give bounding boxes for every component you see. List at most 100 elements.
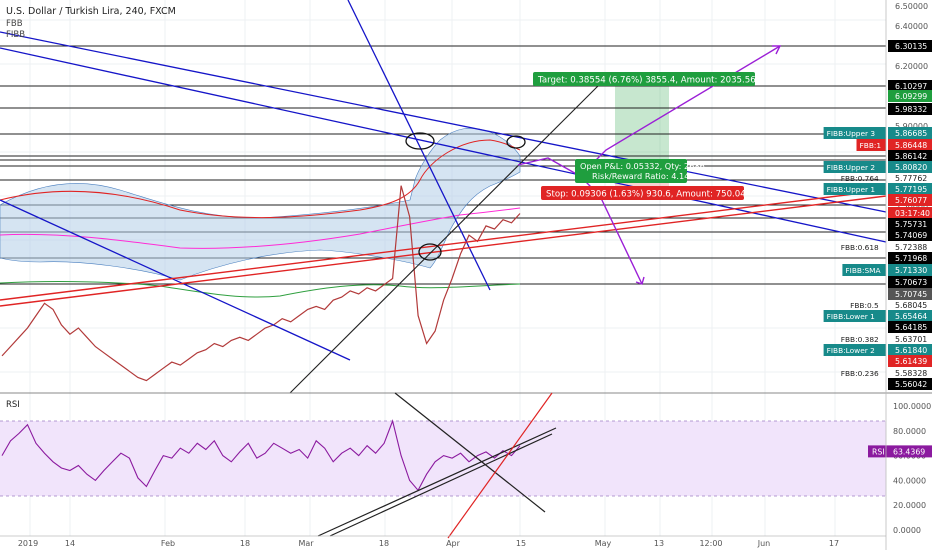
rsi-band-fill xyxy=(0,421,886,496)
rsi-tick-label: 100.0000 xyxy=(893,402,931,411)
time-tick-label: May xyxy=(595,539,612,548)
symbol-title[interactable]: U.S. Dollar / Turkish Lira, 240, FXCM xyxy=(6,6,176,17)
time-tick-label: Mar xyxy=(298,539,314,548)
price-badge[interactable]: 5.77762 FBB:0.764 xyxy=(841,174,928,183)
rsi-tick-label: 0.0000 xyxy=(893,526,921,535)
price-badge-value: 03:17:40 xyxy=(895,209,930,218)
time-tick-label: 15 xyxy=(516,539,526,548)
price-badge-value: 5.77195 xyxy=(895,185,927,194)
open-pl-label: Open P&L: 0.05332, Qty: 2686 xyxy=(580,161,705,171)
risk-reward-label: Risk/Reward Ratio: 4.14 xyxy=(592,171,689,181)
target-zone xyxy=(615,86,669,160)
price-badge[interactable]: 5.65464 FIBB:Lower 1 xyxy=(824,310,932,322)
price-badge-value: 5.61439 xyxy=(895,357,927,366)
price-badge-value: 5.61840 xyxy=(895,346,927,355)
price-badge[interactable]: 5.75731 xyxy=(888,218,932,230)
price-badge[interactable]: 5.58328 FBB:0.236 xyxy=(841,369,928,378)
time-tick-label: 2019 xyxy=(18,539,38,548)
target-label-group[interactable]: Target: 0.38554 (6.76%) 3855.4, Amount: … xyxy=(533,72,756,86)
price-badge-label: FBB:0.5 xyxy=(850,301,879,310)
rsi-tick-label: 40.0000 xyxy=(893,476,926,485)
price-badge[interactable]: 03:17:40 xyxy=(888,207,932,219)
price-badge[interactable]: 5.63701 FBB:0.382 xyxy=(841,335,928,344)
price-badge-value: 5.76077 xyxy=(895,196,927,205)
price-badge[interactable]: 5.74069 xyxy=(888,229,932,241)
price-badge[interactable]: 5.70745 xyxy=(888,288,932,300)
indicator-fibb-label[interactable]: FIBB xyxy=(6,30,25,40)
rsi-tick-label: 20.0000 xyxy=(893,501,926,510)
price-badge-value: 5.71330 xyxy=(895,266,927,275)
rsi-badge[interactable]: RSI 63.4369 xyxy=(868,445,932,457)
price-badge-value: 5.80820 xyxy=(895,163,927,172)
time-tick-label: 14 xyxy=(65,539,75,548)
price-badge-value: 5.77762 xyxy=(895,174,927,183)
price-badge[interactable]: 5.80820 FIBB:Upper 2 xyxy=(824,161,932,173)
price-badge-value: 5.86448 xyxy=(895,141,927,150)
price-badge[interactable]: 6.30135 xyxy=(888,40,932,52)
price-badge-value: 5.71968 xyxy=(895,254,927,263)
price-badge-value: 6.09299 xyxy=(895,92,927,101)
price-badge-label: FIBB:SMA xyxy=(845,266,880,275)
time-tick-label: 18 xyxy=(379,539,389,548)
open-pl-label-group[interactable]: Open P&L: 0.05332, Qty: 2686 Risk/Reward… xyxy=(575,159,705,183)
price-badge[interactable]: 5.56042 xyxy=(888,378,932,390)
target-label: Target: 0.38554 (6.76%) 3855.4, Amount: … xyxy=(537,76,756,86)
stop-label: Stop: 0.09306 (1.63%) 930.6, Amount: 750… xyxy=(546,190,746,200)
rsi-badge-label: RSI xyxy=(872,447,885,456)
price-badge[interactable]: 5.86685 FIBB:Upper 3 xyxy=(824,127,932,139)
price-badge[interactable]: 5.70673 xyxy=(888,276,932,288)
price-badge-value: 5.63701 xyxy=(895,335,927,344)
price-tick-label: 6.20000 xyxy=(895,62,928,71)
price-badge-value: 5.86685 xyxy=(895,129,927,138)
price-badge-label: FIBB:Upper 3 xyxy=(827,129,876,138)
price-badge[interactable]: 5.98332 xyxy=(888,103,932,115)
stop-label-group[interactable]: Stop: 0.09306 (1.63%) 930.6, Amount: 750… xyxy=(541,186,746,200)
price-badge-label: FBB:0.236 xyxy=(841,369,879,378)
price-badge[interactable]: 5.71968 xyxy=(888,252,932,264)
price-badge-label: FBB:0.618 xyxy=(841,243,879,252)
price-badge-label: FBB:1 xyxy=(860,141,882,150)
price-badge[interactable]: 5.71330 FIBB:SMA xyxy=(842,264,932,276)
price-badge-label: FIBB:Upper 1 xyxy=(827,185,876,194)
price-badge-label: FBB:0.382 xyxy=(841,335,879,344)
price-badge-value: 5.72388 xyxy=(895,243,927,252)
time-tick-label: 18 xyxy=(240,539,250,548)
price-badge-value: 5.86142 xyxy=(895,152,927,161)
price-badge-label: FIBB:Lower 2 xyxy=(827,346,875,355)
price-badge-label: FIBB:Upper 2 xyxy=(827,163,876,172)
price-badge-value: 5.56042 xyxy=(895,380,927,389)
time-tick-label: Jun xyxy=(757,539,771,548)
fibb-band-fill xyxy=(0,128,520,280)
price-badge[interactable]: 5.61840 FIBB:Lower 2 xyxy=(824,344,932,356)
price-badge-value: 6.10297 xyxy=(895,82,927,91)
price-badge-value: 5.65464 xyxy=(895,312,927,321)
price-badge[interactable]: 6.09299 xyxy=(888,90,932,102)
price-badge-value: 5.70745 xyxy=(895,290,927,299)
price-badge-value: 5.98332 xyxy=(895,105,927,114)
price-badge[interactable]: 5.64185 xyxy=(888,321,932,333)
rsi-title[interactable]: RSI xyxy=(6,400,20,410)
price-badge[interactable]: 5.86142 xyxy=(888,150,932,162)
time-tick-label: 13 xyxy=(654,539,664,548)
price-badge-label: FIBB:Lower 1 xyxy=(827,312,876,321)
price-badge-value: 5.74069 xyxy=(895,231,927,240)
price-badge[interactable]: 5.61439 xyxy=(888,355,932,367)
price-badge[interactable]: 5.77195 FIBB:Upper 1 xyxy=(824,183,932,195)
price-tick-label: 6.40000 xyxy=(895,22,928,31)
time-tick-label: 12:00 xyxy=(699,539,722,548)
price-badge[interactable]: 5.76077 xyxy=(888,194,932,206)
indicator-fbb-label[interactable]: FBB xyxy=(6,19,23,29)
rsi-badge-value: 63.4369 xyxy=(893,447,925,456)
time-tick-label: 17 xyxy=(829,539,839,548)
price-badge-value: 5.75731 xyxy=(895,220,927,229)
price-badge-value: 6.30135 xyxy=(895,42,927,51)
price-badge-label: FBB:0.764 xyxy=(841,174,879,183)
price-badge[interactable]: 5.72388 FBB:0.618 xyxy=(841,243,928,252)
price-badge-value: 5.58328 xyxy=(895,369,927,378)
time-tick-label: Apr xyxy=(446,539,461,548)
price-badge[interactable]: 5.86448 FBB:1 xyxy=(857,139,932,151)
